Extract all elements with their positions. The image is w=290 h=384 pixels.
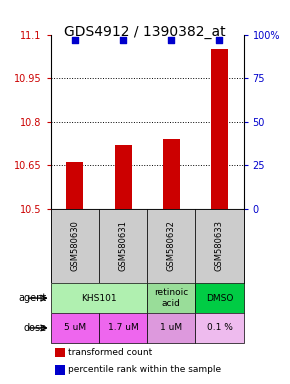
Bar	[211, 49, 228, 209]
Text: GSM580633: GSM580633	[215, 220, 224, 271]
Text: GDS4912 / 1390382_at: GDS4912 / 1390382_at	[64, 25, 226, 39]
Bar	[163, 139, 180, 209]
Text: DMSO: DMSO	[206, 294, 233, 303]
Point	[72, 37, 77, 43]
Bar	[51, 283, 147, 313]
Bar	[147, 283, 195, 313]
Text: 5 uM: 5 uM	[64, 323, 86, 333]
Point	[121, 37, 125, 43]
Bar	[51, 209, 99, 283]
Text: percentile rank within the sample: percentile rank within the sample	[68, 366, 221, 374]
Text: 0.1 %: 0.1 %	[206, 323, 232, 333]
Text: GSM580630: GSM580630	[70, 220, 79, 271]
Bar	[55, 365, 65, 374]
Point	[217, 37, 222, 43]
Bar	[147, 209, 195, 283]
Text: dose: dose	[24, 323, 47, 333]
Point	[169, 37, 174, 43]
Text: GSM580631: GSM580631	[119, 220, 128, 271]
Text: KHS101: KHS101	[81, 294, 117, 303]
Bar	[99, 313, 147, 343]
Text: agent: agent	[19, 293, 47, 303]
Bar	[115, 145, 131, 209]
Bar	[66, 162, 83, 209]
Bar	[147, 313, 195, 343]
Bar	[99, 209, 147, 283]
Bar	[51, 313, 99, 343]
Text: 1 uM: 1 uM	[160, 323, 182, 333]
Text: GSM580632: GSM580632	[167, 220, 176, 271]
Text: 1.7 uM: 1.7 uM	[108, 323, 138, 333]
Bar	[195, 209, 244, 283]
Bar	[195, 313, 244, 343]
Text: retinoic
acid: retinoic acid	[154, 288, 188, 308]
Bar	[55, 348, 65, 357]
Text: transformed count: transformed count	[68, 348, 152, 357]
Bar	[195, 283, 244, 313]
